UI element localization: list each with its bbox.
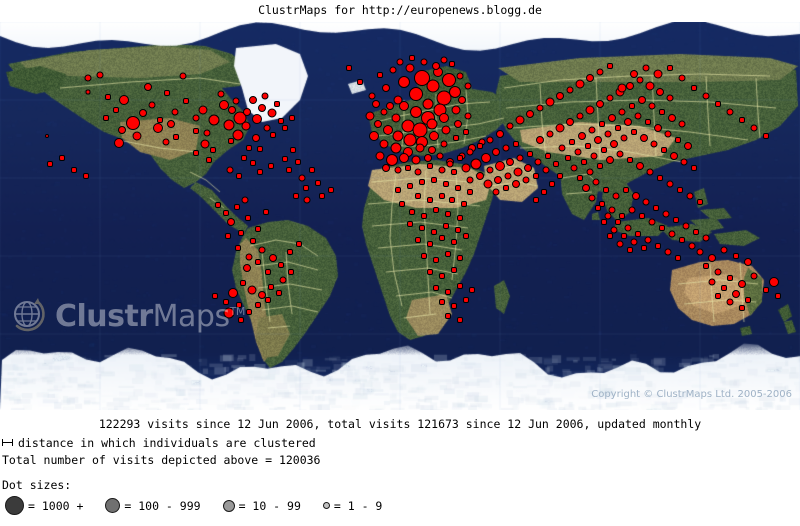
legend-label: = 100 - 999 (124, 500, 200, 512)
legend-item: = 10 - 99 (223, 500, 301, 512)
legend-label: = 1 - 9 (334, 500, 382, 512)
legend-dot-icon (105, 498, 120, 513)
world-map-image (0, 22, 800, 410)
world-map[interactable]: ClustrMapsTM Copyright © ClustrMaps Ltd.… (0, 22, 800, 410)
page-title: ClustrMaps for http://europenews.blogg.d… (0, 0, 800, 22)
distance-bracket-icon (2, 439, 13, 446)
legend-item: = 1 - 9 (323, 500, 382, 512)
visits-summary: 122293 visits since 12 Jun 2006, total v… (0, 417, 800, 431)
dot-size-legend: = 1000 + = 100 - 999 = 10 - 99 = 1 - 9 (5, 496, 404, 515)
legend-dot-icon (323, 502, 330, 509)
dot-sizes-label: Dot sizes: (2, 478, 71, 492)
legend-dot-icon (5, 496, 24, 515)
legend-item: = 100 - 999 (105, 498, 200, 513)
legend-label: = 10 - 99 (239, 500, 301, 512)
distance-legend-row: distance in which individuals are cluste… (2, 436, 316, 450)
distance-legend-label: distance in which individuals are cluste… (18, 436, 316, 450)
legend-dot-icon (223, 500, 235, 512)
legend-item: = 1000 + (5, 496, 83, 515)
map-copyright: Copyright © ClustrMaps Ltd. 2005-2006 (591, 389, 792, 400)
legend-label: = 1000 + (28, 500, 83, 512)
total-depicted-label: Total number of visits depicted above = … (2, 453, 321, 467)
footer: 122293 visits since 12 Jun 2006, total v… (0, 410, 800, 526)
